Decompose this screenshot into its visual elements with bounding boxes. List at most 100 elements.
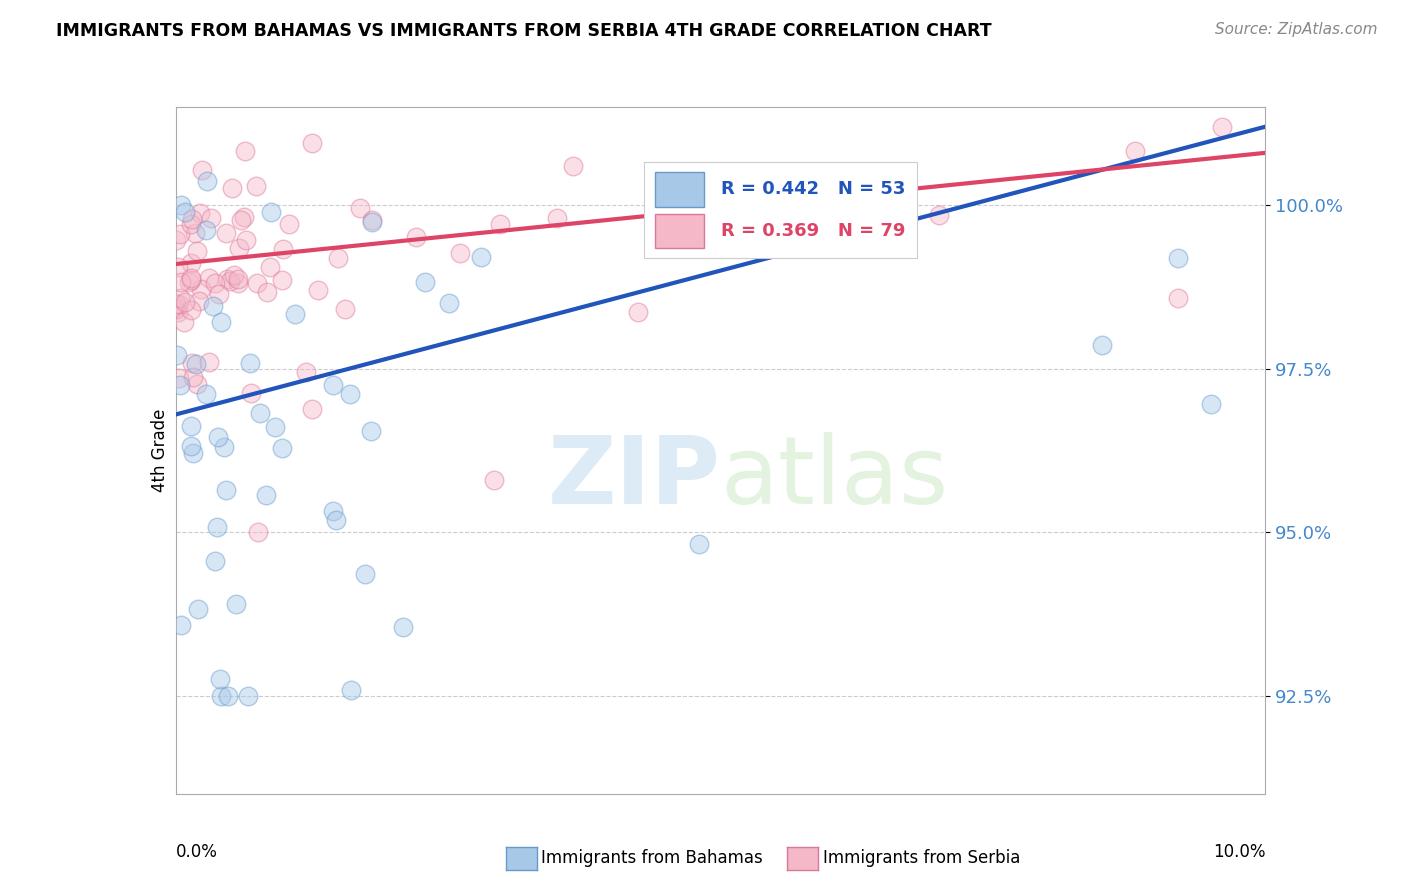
Point [405, 229, 427, 244]
Point [226, 272, 249, 286]
Point [1167, 252, 1189, 266]
Point [165, 297, 187, 311]
Point [488, 217, 510, 231]
Point [170, 198, 193, 212]
Point [184, 226, 207, 240]
Text: Immigrants from Serbia: Immigrants from Serbia [823, 849, 1019, 867]
Point [180, 255, 202, 269]
Point [169, 297, 191, 311]
Point [229, 212, 252, 227]
Point [239, 356, 262, 370]
Point [470, 250, 492, 264]
Point [165, 233, 187, 247]
Point [353, 566, 375, 581]
Text: Source: ZipAtlas.com: Source: ZipAtlas.com [1215, 22, 1378, 37]
Point [202, 299, 225, 313]
Text: Immigrants from Bahamas: Immigrants from Bahamas [541, 849, 763, 867]
Point [239, 385, 262, 400]
Text: IMMIGRANTS FROM BAHAMAS VS IMMIGRANTS FROM SERBIA 4TH GRADE CORRELATION CHART: IMMIGRANTS FROM BAHAMAS VS IMMIGRANTS FR… [56, 22, 991, 40]
Point [284, 307, 307, 321]
Point [225, 598, 247, 612]
Point [208, 286, 231, 301]
Point [360, 424, 382, 438]
Point [190, 282, 212, 296]
Point [180, 303, 202, 318]
Point [181, 446, 204, 460]
Text: atlas: atlas [721, 432, 949, 524]
Point [325, 513, 347, 527]
Point [212, 440, 235, 454]
Point [645, 234, 668, 248]
Point [169, 227, 191, 242]
Point [173, 315, 195, 329]
Point [186, 357, 208, 371]
Point [180, 273, 202, 287]
Point [277, 217, 299, 231]
Point [209, 315, 232, 329]
Point [928, 208, 950, 222]
Point [221, 180, 243, 194]
Point [179, 276, 201, 290]
Point [190, 162, 212, 177]
FancyBboxPatch shape [644, 162, 917, 258]
Point [167, 371, 190, 385]
Point [326, 252, 349, 266]
Point [180, 439, 202, 453]
Point [187, 601, 209, 615]
Point [186, 376, 208, 391]
Point [688, 537, 710, 551]
Text: 0.0%: 0.0% [176, 843, 218, 861]
Point [413, 275, 436, 289]
Point [180, 418, 202, 433]
Point [249, 407, 271, 421]
Point [204, 276, 226, 290]
Point [236, 689, 259, 703]
Point [360, 215, 382, 229]
Point [208, 673, 231, 687]
Point [188, 206, 211, 220]
Point [449, 246, 471, 260]
Point [166, 348, 188, 362]
Point [335, 301, 357, 316]
Point [195, 174, 218, 188]
Point [1211, 120, 1233, 134]
Point [339, 682, 361, 697]
Point [215, 272, 238, 286]
Point [180, 211, 202, 226]
Point [165, 301, 187, 316]
Point [207, 429, 229, 443]
Point [180, 270, 202, 285]
Point [1167, 291, 1189, 305]
Point [482, 473, 505, 487]
Point [219, 274, 242, 288]
Point [197, 271, 219, 285]
Point [200, 211, 222, 225]
Point [204, 554, 226, 568]
Y-axis label: 4th Grade: 4th Grade [150, 409, 169, 492]
Point [222, 268, 245, 282]
Point [186, 244, 208, 258]
Point [173, 295, 195, 310]
Point [322, 377, 344, 392]
Point [1123, 144, 1146, 158]
Point [245, 179, 267, 194]
Point [166, 305, 188, 319]
Point [270, 273, 292, 287]
Point [271, 242, 294, 256]
Point [215, 226, 238, 240]
Point [1199, 397, 1222, 411]
Point [546, 211, 568, 225]
Text: ZIP: ZIP [548, 432, 721, 524]
Point [295, 365, 318, 379]
Point [180, 217, 202, 231]
Text: R = 0.369   N = 79: R = 0.369 N = 79 [721, 222, 905, 240]
Point [232, 210, 254, 224]
Point [307, 283, 329, 297]
Point [271, 441, 294, 455]
Point [169, 618, 191, 632]
FancyBboxPatch shape [655, 213, 704, 248]
Point [209, 689, 232, 703]
Point [169, 378, 191, 392]
Point [188, 294, 211, 309]
Point [174, 205, 197, 219]
